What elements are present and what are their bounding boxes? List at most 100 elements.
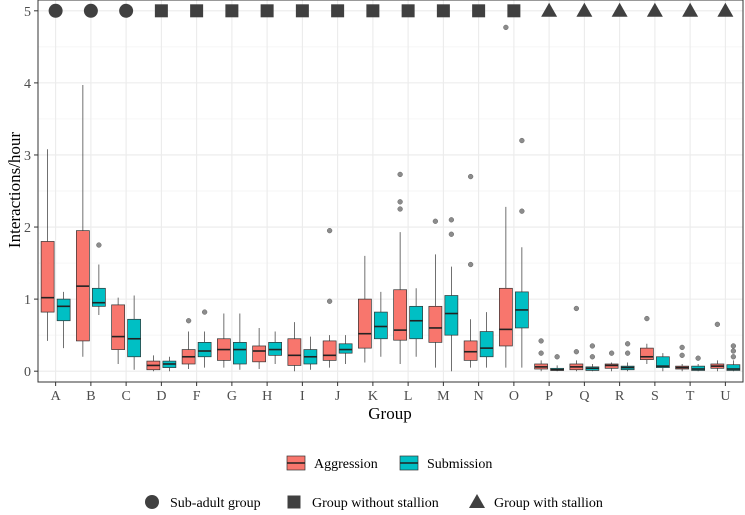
marker-square-H <box>260 4 274 18</box>
box-aggression-G <box>217 313 231 368</box>
box-aggression-A <box>40 149 55 341</box>
x-tick-label: C <box>121 389 130 404</box>
outlier-point <box>538 338 544 344</box>
box-submission-K <box>374 291 388 357</box>
marker-square-I <box>295 4 309 18</box>
outlier-point <box>201 309 208 315</box>
outlier-point <box>573 349 580 355</box>
iqr-box <box>463 340 478 361</box>
box-aggression-H <box>252 327 266 370</box>
grid <box>38 0 743 382</box>
marker-triangle-Q <box>576 2 593 17</box>
box-aggression-S <box>640 315 654 364</box>
x-tick-label: K <box>368 389 378 404</box>
marker-square-J <box>331 4 345 18</box>
box-submission-C <box>127 295 141 370</box>
box-aggression-D <box>146 355 161 372</box>
marker-square-M <box>436 4 450 18</box>
box-aggression-J <box>322 227 337 368</box>
x-axis-title: Group <box>368 404 411 423</box>
marker-square-L <box>401 4 415 18</box>
legend-label: Submission <box>427 457 492 472</box>
iqr-box <box>111 304 125 350</box>
legend-item-submission: Submission <box>399 455 492 472</box>
outlier-point <box>326 298 333 304</box>
box-submission-P <box>550 354 564 372</box>
legend-item-square: Group without stallion <box>287 495 439 511</box>
marker-triangle-R <box>611 2 628 17</box>
outlier-point <box>730 348 737 354</box>
marker-circle-C <box>119 3 134 18</box>
box-aggression-O <box>499 24 513 368</box>
x-tick-label: T <box>686 389 695 404</box>
legend-item-triangle: Group with stallion <box>469 494 603 511</box>
box-aggression-U <box>710 321 725 372</box>
outlier-point <box>467 261 474 268</box>
outlier-point <box>397 171 403 178</box>
x-tick-label: L <box>404 389 413 404</box>
iqr-box <box>499 287 513 347</box>
outlier-point <box>624 350 631 356</box>
outlier-point <box>467 173 474 180</box>
box-aggression-C <box>111 297 125 364</box>
group-type-markers <box>48 2 734 18</box>
outlier-point <box>185 318 192 324</box>
iqr-box <box>197 342 212 358</box>
iqr-box <box>409 305 423 340</box>
x-tick-label: S <box>651 389 659 404</box>
outlier-point <box>695 355 701 361</box>
iqr-box <box>393 289 407 341</box>
iqr-box <box>233 342 247 365</box>
outlier-point <box>397 199 403 205</box>
y-axis-title: Interactions/hour <box>5 132 24 248</box>
legend: Aggression Submission Sub-adult group Group… <box>145 455 603 511</box>
legend-label: Group without stallion <box>312 496 439 511</box>
legend-item-circle: Sub-adult group <box>145 495 261 511</box>
box-aggression-T <box>675 344 689 372</box>
legend-triangle-icon <box>469 494 485 508</box>
box-submission-M <box>444 217 459 372</box>
marker-square-G <box>225 4 239 18</box>
box-submission-U <box>726 343 741 372</box>
iqr-box <box>287 338 302 366</box>
legend-square-icon <box>287 495 301 509</box>
iqr-box <box>56 298 71 322</box>
x-tick-label: B <box>86 389 95 404</box>
y-tick-label: 2 <box>24 221 31 236</box>
iqr-box <box>656 356 670 368</box>
box-submission-O <box>515 137 529 368</box>
iqr-box <box>358 298 372 349</box>
legend-circle-icon <box>145 495 159 509</box>
marker-square-K <box>366 4 380 18</box>
iqr-box <box>374 311 388 340</box>
outlier-point <box>730 354 737 360</box>
iqr-box <box>428 305 443 343</box>
boxes <box>40 24 741 372</box>
plot-border <box>37 0 744 383</box>
box-submission-I <box>303 336 318 370</box>
x-tick-label: J <box>335 389 341 404</box>
iqr-box <box>40 241 55 313</box>
marker-triangle-U <box>717 2 734 17</box>
box-submission-S <box>656 353 670 372</box>
box-submission-J <box>338 335 353 364</box>
outlier-point <box>624 341 631 347</box>
y-tick-label: 1 <box>24 293 31 308</box>
box-submission-Q <box>585 343 600 372</box>
outlier-point <box>448 231 455 237</box>
y-tick-label: 5 <box>24 5 31 20</box>
x-tick-label: P <box>545 389 553 404</box>
marker-square-O <box>507 4 521 18</box>
x-tick-label: G <box>227 389 237 404</box>
outlier-point <box>397 206 403 212</box>
box-submission-T <box>691 355 705 372</box>
x-tick-label: F <box>193 389 201 404</box>
box-aggression-F <box>181 318 196 370</box>
outlier-point <box>96 242 102 248</box>
legend-label: Group with stallion <box>494 496 603 511</box>
box-aggression-B <box>76 85 90 357</box>
outlier-point <box>326 227 333 234</box>
iqr-box <box>92 287 106 307</box>
x-tick-label: I <box>300 389 305 404</box>
iqr-box <box>322 340 337 361</box>
